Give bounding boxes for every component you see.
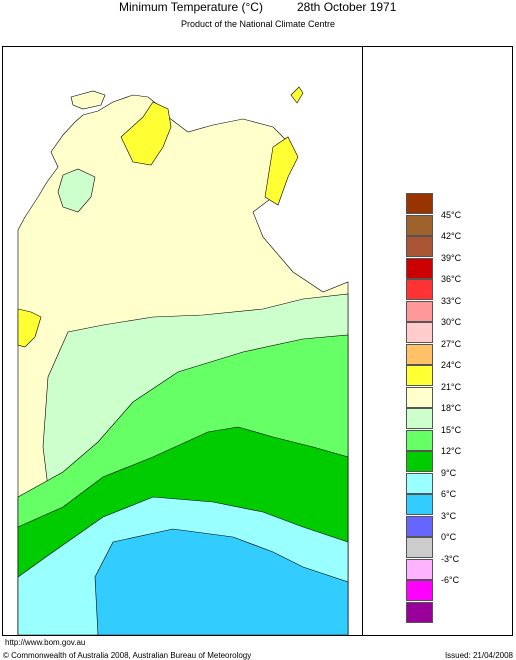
legend-label: 42°C xyxy=(441,231,462,241)
legend-swatch xyxy=(406,279,433,300)
legend-label: 3°C xyxy=(441,510,457,521)
legend-label: 12°C xyxy=(441,446,462,456)
legend-label: 30°C xyxy=(441,317,462,327)
legend-swatch xyxy=(406,580,433,601)
source-url[interactable]: http://www.bom.gov.au xyxy=(5,638,86,647)
legend-label: 33°C xyxy=(441,295,462,306)
legend-swatch xyxy=(406,214,433,236)
legend-label: 9°C xyxy=(441,467,457,478)
map-frame xyxy=(2,46,513,636)
legend-label: 15°C xyxy=(441,424,462,435)
legend-label: 39°C xyxy=(441,252,462,263)
legend-label: 24°C xyxy=(441,360,462,370)
legend-swatch xyxy=(406,300,433,322)
legend-swatch xyxy=(406,322,433,343)
legend-label: -3°C xyxy=(441,553,460,564)
map-title: Minimum Temperature (°C) xyxy=(119,0,263,14)
legend-label: 18°C xyxy=(441,403,462,413)
legend-label: 6°C xyxy=(441,489,457,499)
legend-swatch xyxy=(406,494,433,515)
map-subtitle: Product of the National Climate Centre xyxy=(180,19,336,29)
legend-swatch xyxy=(406,236,433,257)
legend-swatch xyxy=(406,558,433,580)
map-date: 28th October 1971 xyxy=(297,0,397,14)
region-24-27-north xyxy=(120,101,172,166)
legend-label: 21°C xyxy=(441,381,462,392)
legend-swatch xyxy=(406,365,433,386)
legend-swatch xyxy=(406,537,433,558)
legend-swatch xyxy=(406,515,433,537)
title-row: Minimum Temperature (°C) 28th October 19… xyxy=(0,0,516,14)
island-east xyxy=(290,86,304,104)
legend-swatch xyxy=(406,193,433,214)
island-north xyxy=(70,90,106,110)
copyright-text: © Commonwealth of Australia 2008, Austra… xyxy=(3,651,252,660)
legend-swatch xyxy=(406,257,433,279)
region-24-27-west xyxy=(17,308,42,348)
legend-swatch xyxy=(406,343,433,365)
legend-label: 0°C xyxy=(441,532,457,542)
legend-label: -6°C xyxy=(441,575,460,585)
legend-label: 45°C xyxy=(441,209,462,220)
temperature-map xyxy=(17,86,349,635)
legend-label: 36°C xyxy=(441,274,462,284)
region-6-9 xyxy=(94,528,349,635)
legend-label: 27°C xyxy=(441,338,462,349)
issued-date: Issued: 21/04/2008 xyxy=(444,651,513,660)
region-18-21-north-patch xyxy=(57,168,96,213)
region-24-27-east xyxy=(264,136,299,206)
legend-divider xyxy=(362,46,363,636)
legend-swatch xyxy=(406,386,433,408)
legend-swatch xyxy=(406,451,433,472)
legend-swatch xyxy=(406,601,433,623)
legend-swatch xyxy=(406,472,433,494)
legend-swatch xyxy=(406,408,433,429)
legend-swatch xyxy=(406,429,433,451)
